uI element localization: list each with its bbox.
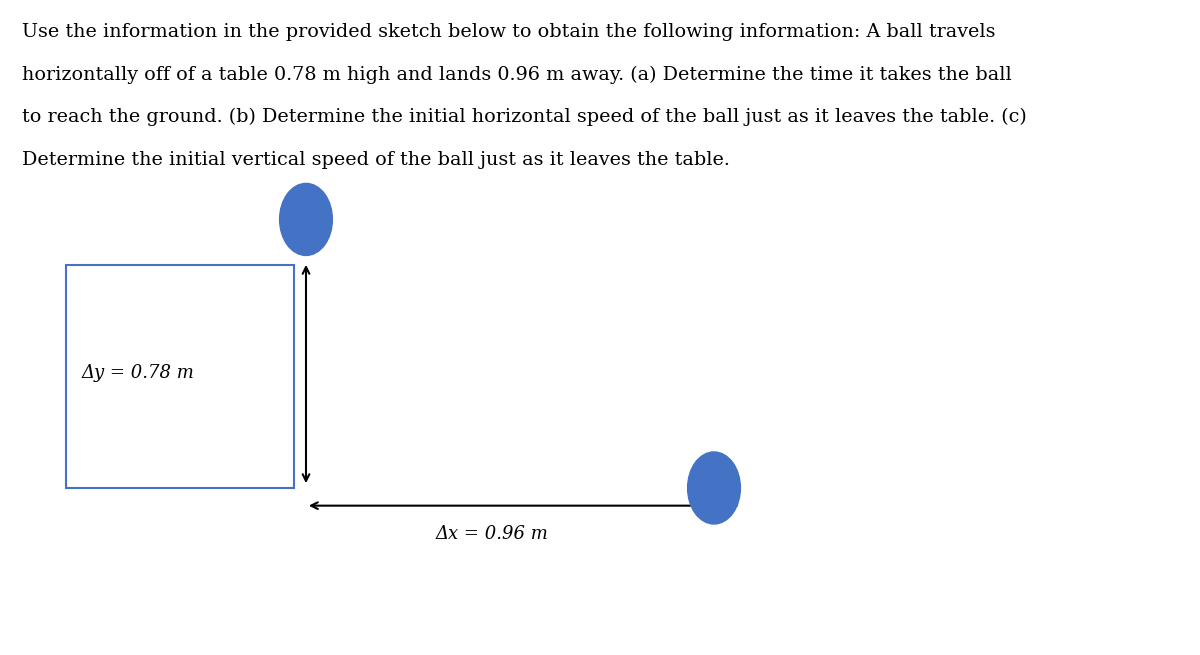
Bar [66,265,294,488]
Text: to reach the ground. (b) Determine the initial horizontal speed of the ball just: to reach the ground. (b) Determine the i… [22,108,1026,126]
Ellipse shape [280,183,332,255]
Text: Determine the initial vertical speed of the ball just as it leaves the table.: Determine the initial vertical speed of … [22,151,730,168]
Text: Use the information in the provided sketch below to obtain the following informa: Use the information in the provided sket… [22,23,995,41]
Text: Δy = 0.78 m: Δy = 0.78 m [82,364,194,383]
Text: Δx = 0.96 m: Δx = 0.96 m [436,525,548,543]
Text: horizontally off of a table 0.78 m high and lands 0.96 m away. (a) Determine the: horizontally off of a table 0.78 m high … [22,66,1012,84]
Ellipse shape [688,452,740,524]
